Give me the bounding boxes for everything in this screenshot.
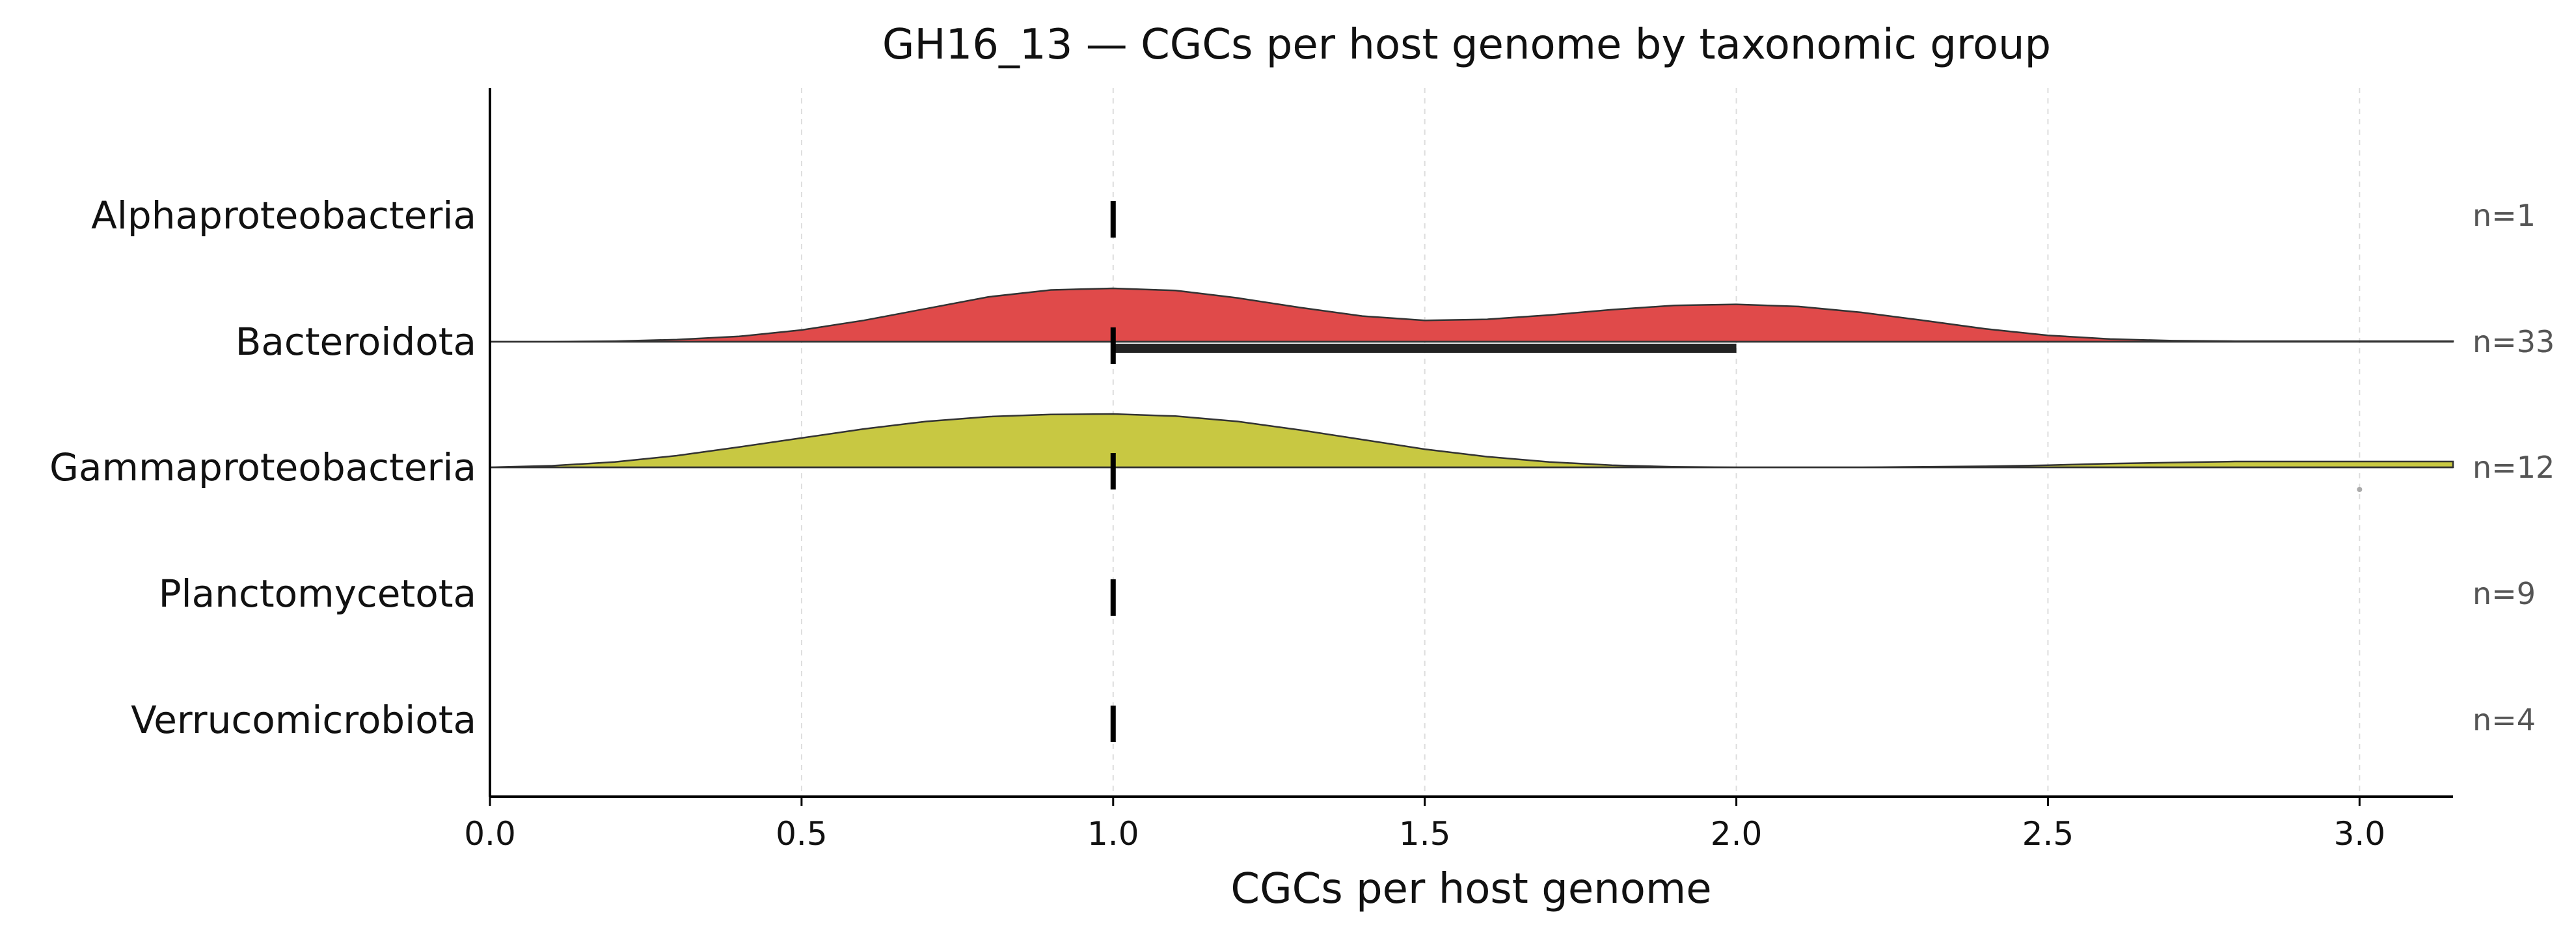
chart-title: GH16_13 — CGCs per host genome by taxono… <box>882 21 2051 69</box>
group-label: Verrucomicrobiota <box>131 698 476 742</box>
count-label: n=12 <box>2473 450 2555 485</box>
density-ridge <box>490 287 2454 343</box>
x-ticks: 0.0 0.5 1.0 1.5 2.0 2.5 3.0 <box>464 797 2385 853</box>
count-labels: n=1 n=33 n=12 n=9 n=4 <box>2473 198 2555 737</box>
x-tick-label: 3.0 <box>2334 815 2386 853</box>
outlier-point <box>2357 487 2363 492</box>
group-label: Bacteroidota <box>236 320 476 364</box>
ridges <box>489 287 2454 469</box>
group-label: Alphaproteobacteria <box>91 193 476 238</box>
group-label: Gammaproteobacteria <box>49 445 476 489</box>
count-label: n=1 <box>2473 198 2536 233</box>
group-labels: Alphaproteobacteria Bacteroidota Gammaprot… <box>49 193 476 742</box>
count-label: n=33 <box>2473 324 2555 359</box>
summary-marks <box>1110 201 2363 742</box>
x-tick-label: 2.0 <box>1711 815 1763 853</box>
count-label: n=9 <box>2473 576 2536 611</box>
x-tick-label: 1.5 <box>1399 815 1451 853</box>
group-label: Planctomycetota <box>159 571 476 616</box>
x-tick-label: 0.5 <box>776 815 828 853</box>
count-label: n=4 <box>2473 702 2536 737</box>
x-axis-label: CGCs per host genome <box>1230 865 1711 913</box>
density-ridge <box>489 413 2454 469</box>
x-tick-label: 1.0 <box>1087 815 1139 853</box>
x-tick-label: 0.0 <box>464 815 516 853</box>
x-tick-label: 2.5 <box>2022 815 2074 853</box>
